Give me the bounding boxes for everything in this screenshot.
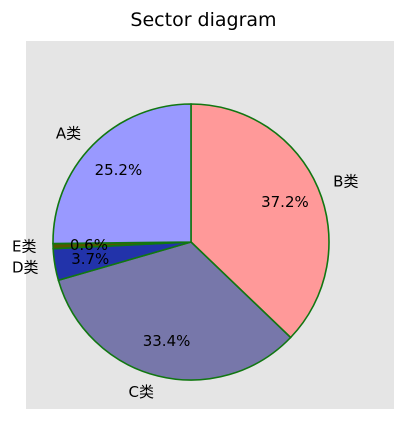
pie-pct-label-b: 37.2% bbox=[261, 193, 309, 211]
pie-pct-label-c: 33.4% bbox=[143, 332, 191, 350]
chart-title: Sector diagram bbox=[130, 9, 277, 31]
pie-category-label-a: A类 bbox=[56, 124, 81, 142]
pie-category-label-e: E类 bbox=[12, 238, 36, 256]
pie-pct-label-a: 25.2% bbox=[95, 161, 143, 179]
pie-category-label-c: C类 bbox=[129, 383, 154, 401]
pie-slice-a bbox=[52, 103, 192, 245]
pie-category-label-d: D类 bbox=[12, 258, 39, 276]
pie-category-label-b: B类 bbox=[333, 172, 358, 190]
pie-pct-label-e: 0.6% bbox=[70, 236, 108, 254]
pie-pct-label-d: 3.7% bbox=[71, 250, 109, 268]
pie-slice-b bbox=[190, 103, 330, 339]
pie-slice-c bbox=[57, 241, 292, 381]
